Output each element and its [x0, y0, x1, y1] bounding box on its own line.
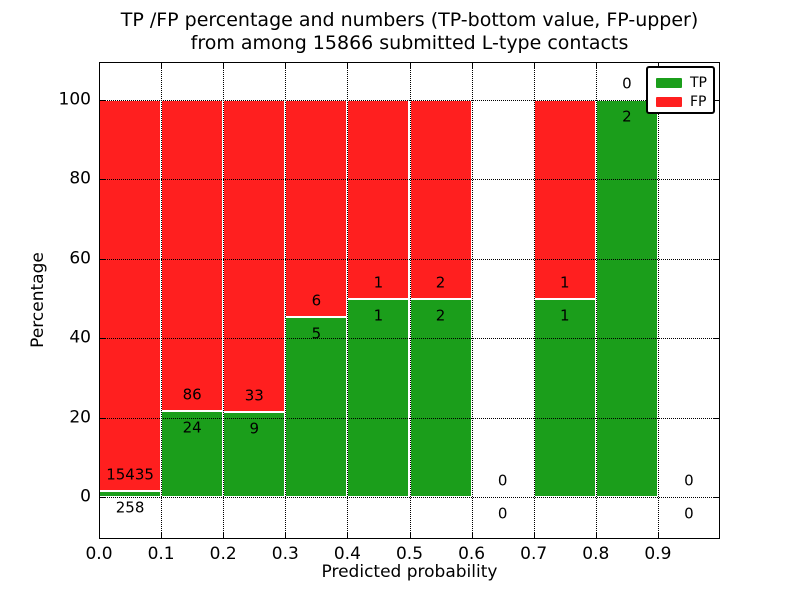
bar-count-tp: 258 — [115, 498, 145, 517]
bar-tp-segment — [409, 298, 472, 498]
bar-count-tp: 9 — [249, 419, 260, 438]
vertical-gridline — [657, 62, 659, 539]
bar-count-fp: 6 — [311, 291, 322, 310]
bar-count-fp: 86 — [182, 385, 202, 404]
bar-tp-segment — [223, 412, 286, 498]
x-tick-label: 0.3 — [271, 544, 299, 564]
x-tick-label: 0.2 — [209, 544, 237, 564]
legend-item-tp: TP — [656, 73, 713, 92]
y-tick-mark-right — [714, 179, 719, 181]
legend-label-tp: TP — [690, 74, 707, 91]
bar-fp-segment — [223, 99, 286, 413]
x-tick-mark-top — [347, 63, 349, 68]
x-tick-label: 0.7 — [520, 544, 548, 564]
x-tick-label: 0.4 — [333, 544, 361, 564]
chart-title-line2: from among 15866 submitted L-type contac… — [190, 32, 629, 54]
bar-count-tp: 1 — [373, 306, 384, 324]
x-tick-mark-bottom — [161, 533, 163, 538]
bar-count-tp: 24 — [182, 418, 202, 437]
fp-color-swatch — [656, 96, 682, 107]
x-tick-mark-bottom — [223, 533, 225, 538]
bar-count-fp: 0 — [497, 471, 508, 490]
x-tick-label: 0.5 — [395, 544, 424, 564]
tp-color-swatch — [656, 77, 682, 88]
bar-fp-segment — [285, 99, 348, 317]
chart-title-line1: TP /FP percentage and numbers (TP-bottom… — [120, 9, 699, 31]
x-tick-mark-top — [99, 63, 100, 68]
bar-tp-segment — [533, 298, 596, 498]
x-tick-label: 0.6 — [458, 544, 486, 564]
x-tick-mark-top — [285, 63, 287, 68]
bar-fp-segment — [99, 99, 162, 491]
y-tick-label: 100 — [58, 89, 91, 110]
bar-count-fp: 0 — [622, 74, 632, 93]
x-tick-mark-top — [161, 63, 163, 68]
bar-fp-segment — [347, 99, 410, 299]
bar-count-fp: 1 — [373, 273, 384, 291]
x-tick-mark-top — [533, 63, 535, 68]
bar-fp-segment — [533, 99, 596, 299]
x-tick-mark-top — [223, 63, 225, 68]
x-tick-mark-bottom — [285, 533, 287, 538]
bar-tp-segment — [285, 316, 348, 498]
bar-count-tp: 0 — [684, 504, 694, 523]
x-tick-label: 0.8 — [582, 544, 610, 564]
y-tick-label: 80 — [69, 168, 91, 189]
bar-fp-segment — [409, 99, 472, 299]
bar-count-tp: 5 — [311, 324, 322, 343]
x-tick-mark-bottom — [595, 533, 597, 538]
bar-count-tp: 1 — [559, 306, 570, 324]
x-tick-mark-top — [471, 63, 473, 68]
x-tick-mark-top — [409, 63, 411, 68]
horizontal-gridline — [99, 497, 720, 499]
y-tick-label: 0 — [80, 486, 91, 507]
bar-tp-segment — [347, 298, 410, 498]
x-tick-mark-bottom — [471, 533, 473, 538]
bar-fp-segment — [161, 99, 224, 411]
bar-tp-segment — [595, 99, 658, 498]
x-tick-label: 0.0 — [85, 544, 113, 564]
legend: TP FP — [646, 66, 715, 114]
bar-count-fp: 2 — [435, 273, 446, 291]
bar-tp-segment — [99, 490, 162, 498]
bar-count-fp: 15435 — [106, 465, 154, 484]
x-axis-label: Predicted probability — [321, 562, 498, 582]
chart-title: TP /FP percentage and numbers (TP-bottom… — [99, 9, 720, 55]
bar-count-fp: 0 — [684, 471, 694, 490]
y-tick-mark-right — [714, 497, 719, 499]
x-tick-mark-bottom — [657, 533, 659, 538]
vertical-gridline — [471, 62, 473, 539]
x-tick-mark-top — [595, 63, 597, 68]
y-tick-label: 20 — [69, 407, 91, 428]
x-tick-label: 0.1 — [147, 544, 175, 564]
y-tick-mark-right — [714, 258, 719, 260]
bar-count-tp: 2 — [622, 107, 632, 126]
x-tick-mark-bottom — [409, 533, 411, 538]
bar-count-tp: 2 — [435, 306, 446, 324]
bar-count-tp: 0 — [497, 504, 508, 523]
y-tick-mark-right — [714, 338, 719, 340]
x-tick-mark-bottom — [99, 533, 100, 538]
legend-label-fp: FP — [690, 93, 707, 110]
y-tick-mark-left — [100, 497, 105, 499]
bar-count-fp: 33 — [244, 386, 264, 405]
y-tick-mark-right — [714, 417, 719, 419]
x-tick-mark-bottom — [347, 533, 349, 538]
x-tick-mark-bottom — [533, 533, 535, 538]
x-tick-label: 0.9 — [644, 544, 672, 564]
y-tick-label: 60 — [69, 248, 91, 269]
y-tick-label: 40 — [69, 327, 91, 348]
legend-item-fp: FP — [656, 92, 713, 111]
bar-count-fp: 1 — [559, 273, 570, 291]
